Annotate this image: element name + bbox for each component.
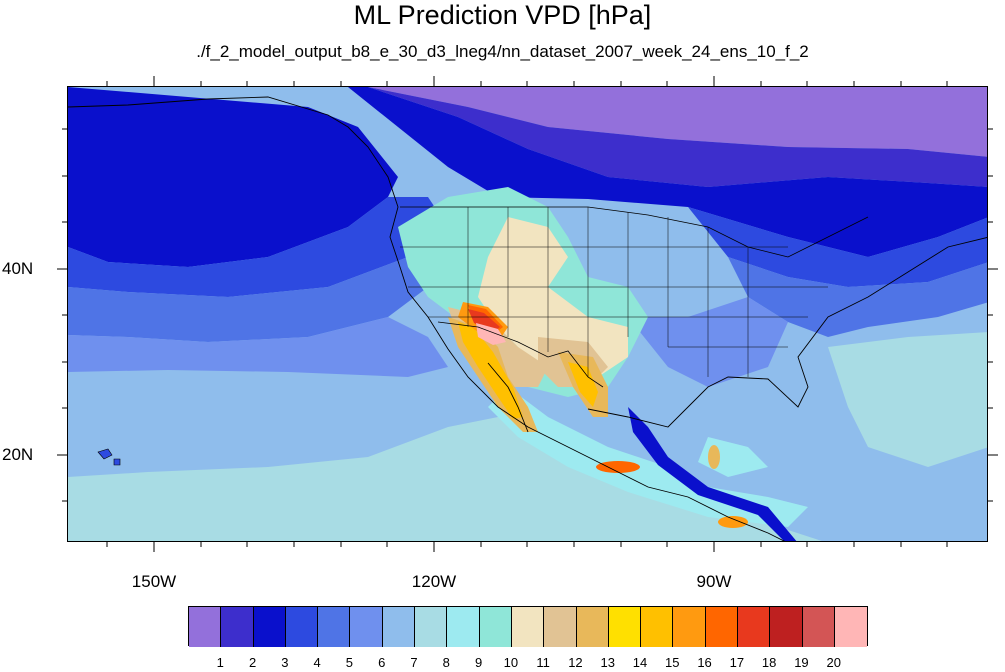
colorbar-label: 5 [345,655,354,670]
colorbar-label: 2 [248,655,257,670]
hotspot-guatemala [596,461,640,473]
colorbar-swatch [189,607,222,647]
map-title: ML Prediction VPD [hPa] [353,0,652,30]
lat-label-40n: 40N [2,259,34,278]
lat-label-20n: 20N [2,445,34,464]
colorbar-swatch [253,607,286,647]
field-region-hot [476,323,506,345]
field-band-5 [68,257,987,342]
colorbar-swatch [479,607,512,647]
colorbar-swatch [673,607,706,647]
field-band-6 [68,297,788,387]
hotspot-nicaragua [718,516,748,528]
colorbar-swatch [318,607,351,647]
field-band-2 [68,87,987,187]
colorbar-swatch [511,607,545,647]
field-region-17 [468,309,500,333]
colorbar-label: 16 [697,655,712,670]
colorbar-label: 7 [410,655,418,670]
colorbar-swatch [221,607,254,647]
colorbar-labels: 1 2 3 4 5 6 7 8 9 10 11 12 13 14 15 16 17 18 19 20 [188,656,866,672]
colorbar-swatch [285,607,319,647]
colorbar-label: 11 [536,655,550,670]
field-band-3 [68,87,987,267]
field-region-14 [458,322,598,419]
hotspot-yucatan [708,445,720,469]
colorbar-label: 4 [313,655,321,670]
colorbar-swatch [415,607,448,647]
colorbar-swatch [802,607,835,647]
field-band-1 [68,87,987,157]
colorbar-swatch [834,607,868,647]
colorbar-swatch [705,607,739,647]
field-band-4 [68,197,987,297]
lon-label-150w: 150W [131,572,177,591]
colorbar-label: 20 [826,655,841,670]
colorbar-swatch [738,607,771,647]
colorbar [188,606,869,647]
colorbar-label: 19 [794,655,809,670]
map-plot-area [67,86,988,542]
colorbar-label: 17 [729,655,745,670]
colorbar-label: 15 [665,655,680,670]
colorbar-swatch [608,607,642,647]
colorbar-swatch [770,607,803,647]
field-strip-central-america [628,407,797,541]
colorbar-swatch [544,607,577,647]
colorbar-label: 6 [378,655,386,670]
vpd-contour-map [68,87,987,541]
colorbar-label: 1 [216,655,224,670]
colorbar-label: 14 [632,655,648,670]
field-band-8 [488,387,808,527]
lon-label-120w: 120W [411,572,457,591]
state-grid [400,207,828,377]
colorbar-swatch [576,607,609,647]
colorbar-swatch [382,607,416,647]
hawaii-islands [97,448,121,466]
colorbar-swatch [641,607,674,647]
lon-label-90w: 90W [696,572,732,591]
coastline-north-america [68,96,987,541]
colorbar-swatch [447,607,480,647]
colorbar-swatch [350,607,383,647]
colorbar-label: 13 [600,655,615,670]
colorbar-label: 12 [568,655,583,670]
border-us-canada [400,206,869,258]
colorbar-label: 3 [281,655,289,670]
colorbar-label: 9 [474,655,483,670]
colorbar-label: 18 [761,655,777,670]
field-region-11 [478,217,628,377]
map-subtitle: ./f_2_model_output_b8_e_30_d3_lneg4/nn_d… [196,42,809,61]
colorbar-label: 8 [442,655,450,670]
colorbar-label: 10 [503,655,519,670]
